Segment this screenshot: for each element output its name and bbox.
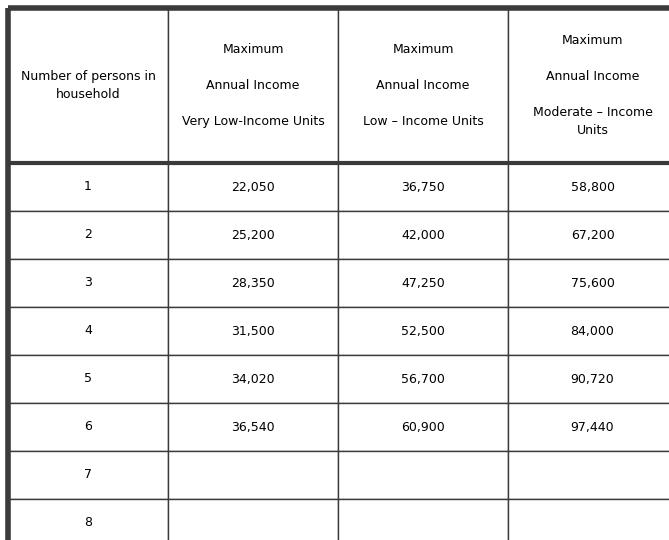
Text: 36,540: 36,540 — [231, 421, 275, 434]
Text: 97,440: 97,440 — [571, 421, 614, 434]
Text: Maximum

Annual Income

Moderate – Income
Units: Maximum Annual Income Moderate – Income … — [533, 34, 652, 137]
Bar — [508, 211, 669, 259]
Text: 5: 5 — [84, 373, 92, 386]
Text: 1: 1 — [84, 180, 92, 193]
Bar — [168, 163, 338, 211]
Bar — [168, 307, 338, 355]
Bar — [508, 451, 669, 499]
Text: 4: 4 — [84, 325, 92, 338]
Text: 75,600: 75,600 — [571, 276, 614, 289]
Bar — [338, 163, 508, 211]
Text: Maximum

Annual Income

Very Low-Income Units: Maximum Annual Income Very Low-Income Un… — [181, 43, 324, 128]
Text: 6: 6 — [84, 421, 92, 434]
Bar — [168, 259, 338, 307]
Bar — [338, 403, 508, 451]
Bar — [168, 211, 338, 259]
Text: 47,250: 47,250 — [401, 276, 445, 289]
Text: Maximum

Annual Income

Low – Income Units: Maximum Annual Income Low – Income Units — [363, 43, 484, 128]
Text: 42,000: 42,000 — [401, 228, 445, 241]
Bar — [8, 8, 168, 163]
Bar — [168, 355, 338, 403]
Bar — [338, 211, 508, 259]
Bar — [508, 8, 669, 163]
Text: 2: 2 — [84, 228, 92, 241]
Bar — [8, 163, 168, 211]
Text: Number of persons in
household: Number of persons in household — [21, 70, 155, 101]
Text: 60,900: 60,900 — [401, 421, 445, 434]
Bar — [508, 499, 669, 540]
Bar — [8, 259, 168, 307]
Text: 7: 7 — [84, 469, 92, 482]
Bar — [8, 403, 168, 451]
Text: 58,800: 58,800 — [571, 180, 615, 193]
Bar — [508, 163, 669, 211]
Bar — [8, 499, 168, 540]
Text: 90,720: 90,720 — [571, 373, 614, 386]
Text: 56,700: 56,700 — [401, 373, 445, 386]
Bar — [508, 307, 669, 355]
Bar — [338, 8, 508, 163]
Bar — [8, 355, 168, 403]
Bar — [168, 403, 338, 451]
Text: 34,020: 34,020 — [231, 373, 275, 386]
Text: 22,050: 22,050 — [231, 180, 275, 193]
Bar — [338, 451, 508, 499]
Text: 52,500: 52,500 — [401, 325, 445, 338]
Text: 8: 8 — [84, 516, 92, 530]
Text: 36,750: 36,750 — [401, 180, 445, 193]
Bar — [338, 499, 508, 540]
Bar — [168, 451, 338, 499]
Bar — [168, 499, 338, 540]
Bar — [338, 355, 508, 403]
Text: 67,200: 67,200 — [571, 228, 614, 241]
Bar — [338, 259, 508, 307]
Text: 28,350: 28,350 — [231, 276, 275, 289]
Text: 25,200: 25,200 — [231, 228, 275, 241]
Bar — [168, 8, 338, 163]
Bar — [508, 403, 669, 451]
Bar — [508, 259, 669, 307]
Bar — [8, 307, 168, 355]
Bar — [338, 307, 508, 355]
Bar — [8, 451, 168, 499]
Text: 3: 3 — [84, 276, 92, 289]
Text: 84,000: 84,000 — [571, 325, 614, 338]
Text: 31,500: 31,500 — [231, 325, 275, 338]
Bar — [508, 355, 669, 403]
Bar — [8, 211, 168, 259]
